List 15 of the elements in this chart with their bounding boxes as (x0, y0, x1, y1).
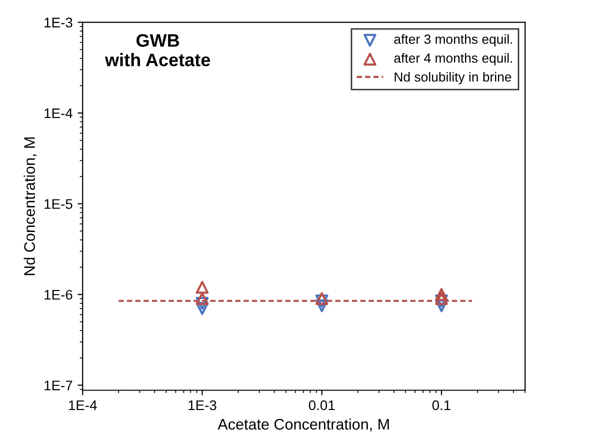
y-tick-label: 1E-6 (44, 290, 72, 300)
legend-label: Nd solubility in brine (394, 72, 512, 84)
x-tick-label: 0.01 (308, 400, 335, 410)
y-tick-label: 1E-5 (44, 199, 72, 209)
x-tick-label: 1E-4 (68, 400, 97, 410)
annotation: GWB with Acetate (104, 34, 210, 66)
y-tick-label: 1E-4 (44, 108, 72, 118)
y-axis-title: Nd Concentration, M (24, 137, 37, 276)
legend-label: after 4 months equil. (394, 53, 512, 66)
legend-label: after 3 months equil. (394, 34, 512, 46)
x-axis-title: Acetate Concentration, M (218, 418, 389, 432)
y-tick-label: 1E-3 (44, 18, 72, 28)
x-tick-label: 1E-3 (188, 400, 216, 410)
y-tick-label: 1E-7 (44, 380, 72, 390)
x-tick-label: 0.1 (432, 400, 450, 410)
